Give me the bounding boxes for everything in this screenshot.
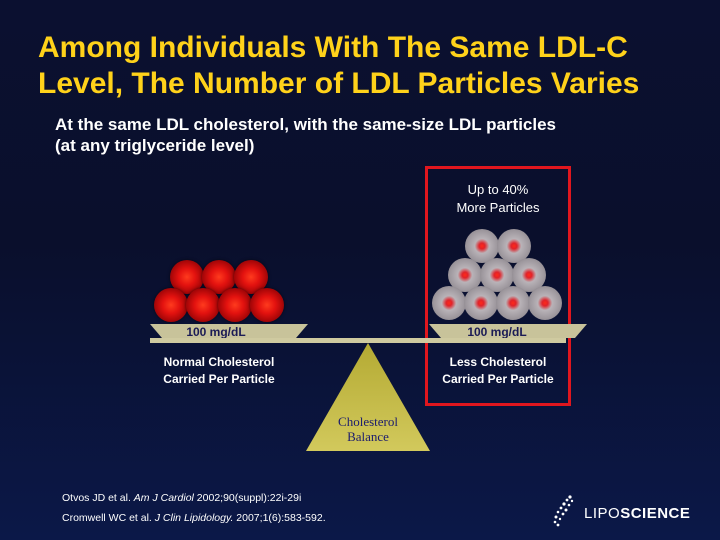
- slide-title: Among Individuals With The Same LDL-C Le…: [38, 30, 698, 102]
- ref1-journal: Am J Cardiol: [133, 492, 194, 504]
- left-tray: [150, 324, 308, 338]
- liposcience-logo: LIPOSCIENCE: [584, 505, 690, 522]
- annotation-line-2: More Particles: [456, 200, 540, 215]
- ref1-details: 2002;90(suppl):22i-29i: [193, 492, 302, 504]
- slide-subtitle: At the same LDL cholesterol, with the sa…: [55, 114, 695, 156]
- small-particle: [528, 286, 562, 320]
- fulcrum-line-1: Cholesterol: [338, 414, 398, 429]
- references: Otvos JD et al. Am J Cardiol 2002;90(sup…: [62, 488, 382, 528]
- subtitle-line-1: At the same LDL cholesterol, with the sa…: [55, 115, 557, 134]
- right-caption-line-1: Less Cholesterol: [449, 355, 547, 369]
- large-particle: [154, 288, 188, 322]
- small-particle: [497, 229, 531, 263]
- large-particle: [250, 288, 284, 322]
- ref1-authors: Otvos JD et al.: [62, 492, 134, 504]
- fulcrum-label: Cholesterol Balance: [306, 414, 430, 444]
- highlight-box: [425, 166, 571, 406]
- annotation-line-1: Up to 40%: [467, 182, 529, 197]
- right-caption-line-2: Carried Per Particle: [442, 372, 554, 386]
- left-caption-line-1: Normal Cholesterol: [163, 355, 275, 369]
- logo-text-bold: SCIENCE: [620, 505, 691, 522]
- small-particle: [496, 286, 530, 320]
- small-particle: [432, 286, 466, 320]
- title-line-2: Level, The Number of LDL Particles Varie…: [38, 67, 640, 100]
- balance-beam: [150, 338, 566, 343]
- right-tray-caption: Less Cholesterol Carried Per Particle: [418, 354, 578, 388]
- fulcrum-line-2: Balance: [347, 429, 389, 444]
- ref2-journal: J Clin Lipidology.: [154, 512, 234, 524]
- ref2-authors: Cromwell WC et al.: [62, 512, 155, 524]
- ref2-details: 2007;1(6):583-592.: [233, 512, 326, 524]
- logo-text-light: LIPO: [584, 505, 621, 522]
- right-tray: [429, 324, 587, 338]
- subtitle-line-2: (at any triglyceride level): [55, 136, 255, 155]
- left-tray-caption: Normal Cholesterol Carried Per Particle: [139, 354, 299, 388]
- small-particle: [464, 286, 498, 320]
- reference-2: Cromwell WC et al. J Clin Lipidology. 20…: [62, 508, 382, 528]
- small-particle: [465, 229, 499, 263]
- reference-1: Otvos JD et al. Am J Cardiol 2002;90(sup…: [62, 488, 382, 508]
- title-line-1: Among Individuals With The Same LDL-C: [38, 31, 628, 64]
- more-particles-annotation: Up to 40% More Particles: [428, 181, 568, 217]
- fulcrum-triangle: [306, 343, 430, 451]
- left-caption-line-2: Carried Per Particle: [163, 372, 275, 386]
- dna-logo-icon: [553, 495, 574, 527]
- right-tray-value: 100 mg/dL: [467, 325, 527, 339]
- large-particle: [186, 288, 220, 322]
- large-particle: [218, 288, 252, 322]
- left-tray-value: 100 mg/dL: [186, 325, 246, 339]
